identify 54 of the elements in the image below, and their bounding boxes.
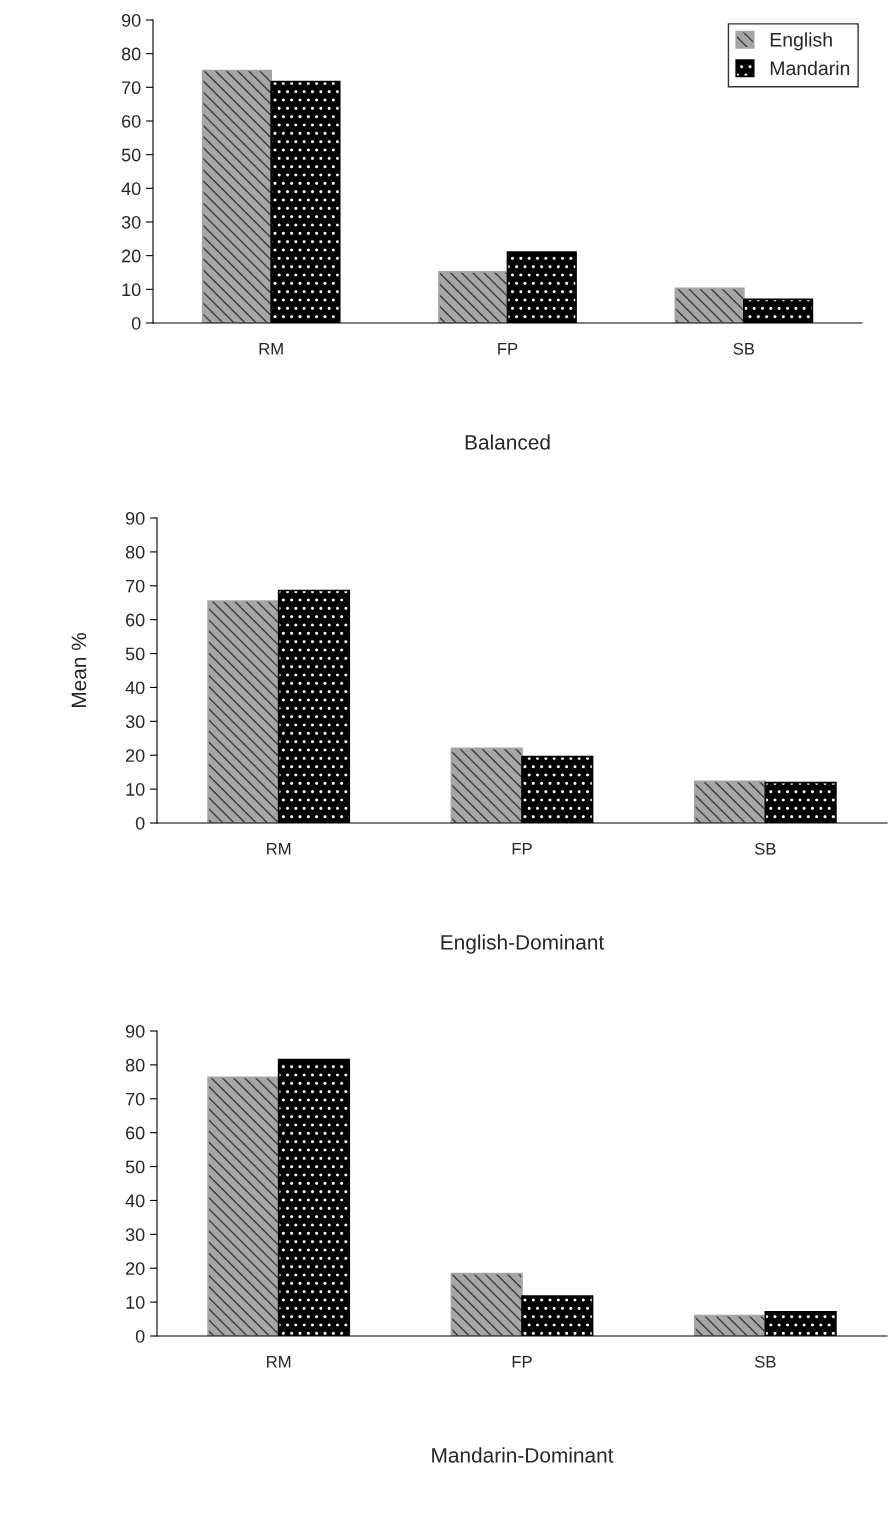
x-tick-label: SB	[754, 842, 776, 855]
bar	[201, 69, 273, 323]
y-axis-title: Mean %	[71, 633, 87, 707]
y-tick-label: 0	[135, 1329, 145, 1343]
bar	[693, 1314, 767, 1336]
y-tick-label: 80	[125, 1058, 145, 1072]
bar	[674, 287, 745, 323]
x-tick-label: FP	[512, 1356, 532, 1368]
x-axis-title: Balanced	[465, 434, 550, 450]
y-tick-label: 40	[121, 182, 141, 196]
y-tick-label: 10	[126, 1296, 145, 1309]
y-tick-label: 50	[125, 1160, 145, 1174]
y-tick-label: 90	[125, 1024, 145, 1038]
y-tick-label: 60	[122, 114, 141, 128]
x-tick-label: SB	[733, 342, 755, 355]
x-tick-label: SB	[754, 1355, 776, 1368]
y-tick-label: 20	[122, 249, 141, 263]
y-tick-label: 20	[126, 749, 145, 762]
y-tick-label: 30	[125, 1228, 145, 1242]
y-tick-label: 80	[125, 545, 145, 559]
legend-label: English	[770, 32, 832, 51]
y-tick-label: 60	[126, 613, 145, 627]
y-tick-label: 0	[135, 816, 145, 830]
x-axis-title: Mandarin-Dominant	[432, 1447, 614, 1463]
y-tick-label: 40	[125, 681, 145, 695]
y-tick-label: 50	[125, 647, 145, 661]
x-axis-title: English-Dominant	[441, 934, 605, 954]
y-tick-label: 30	[125, 715, 145, 729]
y-tick-label: 80	[121, 47, 141, 61]
x-tick-label: FP	[498, 343, 518, 355]
y-tick-label: 70	[126, 1092, 145, 1106]
y-tick-label: 50	[121, 148, 141, 162]
bar	[438, 270, 509, 323]
y-tick-label: 0	[131, 316, 141, 330]
legend-label: Mandarin	[770, 60, 850, 76]
y-tick-label: 10	[122, 283, 141, 297]
x-tick-label: FP	[512, 843, 532, 855]
y-tick-label: 90	[121, 13, 141, 27]
x-tick-label: RM	[259, 343, 283, 355]
y-tick-label: 30	[121, 215, 141, 229]
y-tick-label: 70	[122, 81, 141, 95]
bar	[207, 600, 280, 823]
y-tick-label: 90	[125, 511, 145, 525]
y-tick-label: 70	[126, 579, 145, 593]
bar	[450, 1272, 523, 1336]
y-tick-label: 20	[126, 1262, 145, 1275]
bar	[450, 747, 523, 823]
y-tick-label: 60	[126, 1126, 145, 1140]
y-tick-label: 40	[125, 1194, 145, 1208]
x-tick-label: RM	[267, 1356, 291, 1368]
bar	[693, 780, 767, 823]
bar	[207, 1076, 280, 1336]
x-tick-label: RM	[267, 843, 291, 855]
y-tick-label: 10	[126, 783, 145, 796]
